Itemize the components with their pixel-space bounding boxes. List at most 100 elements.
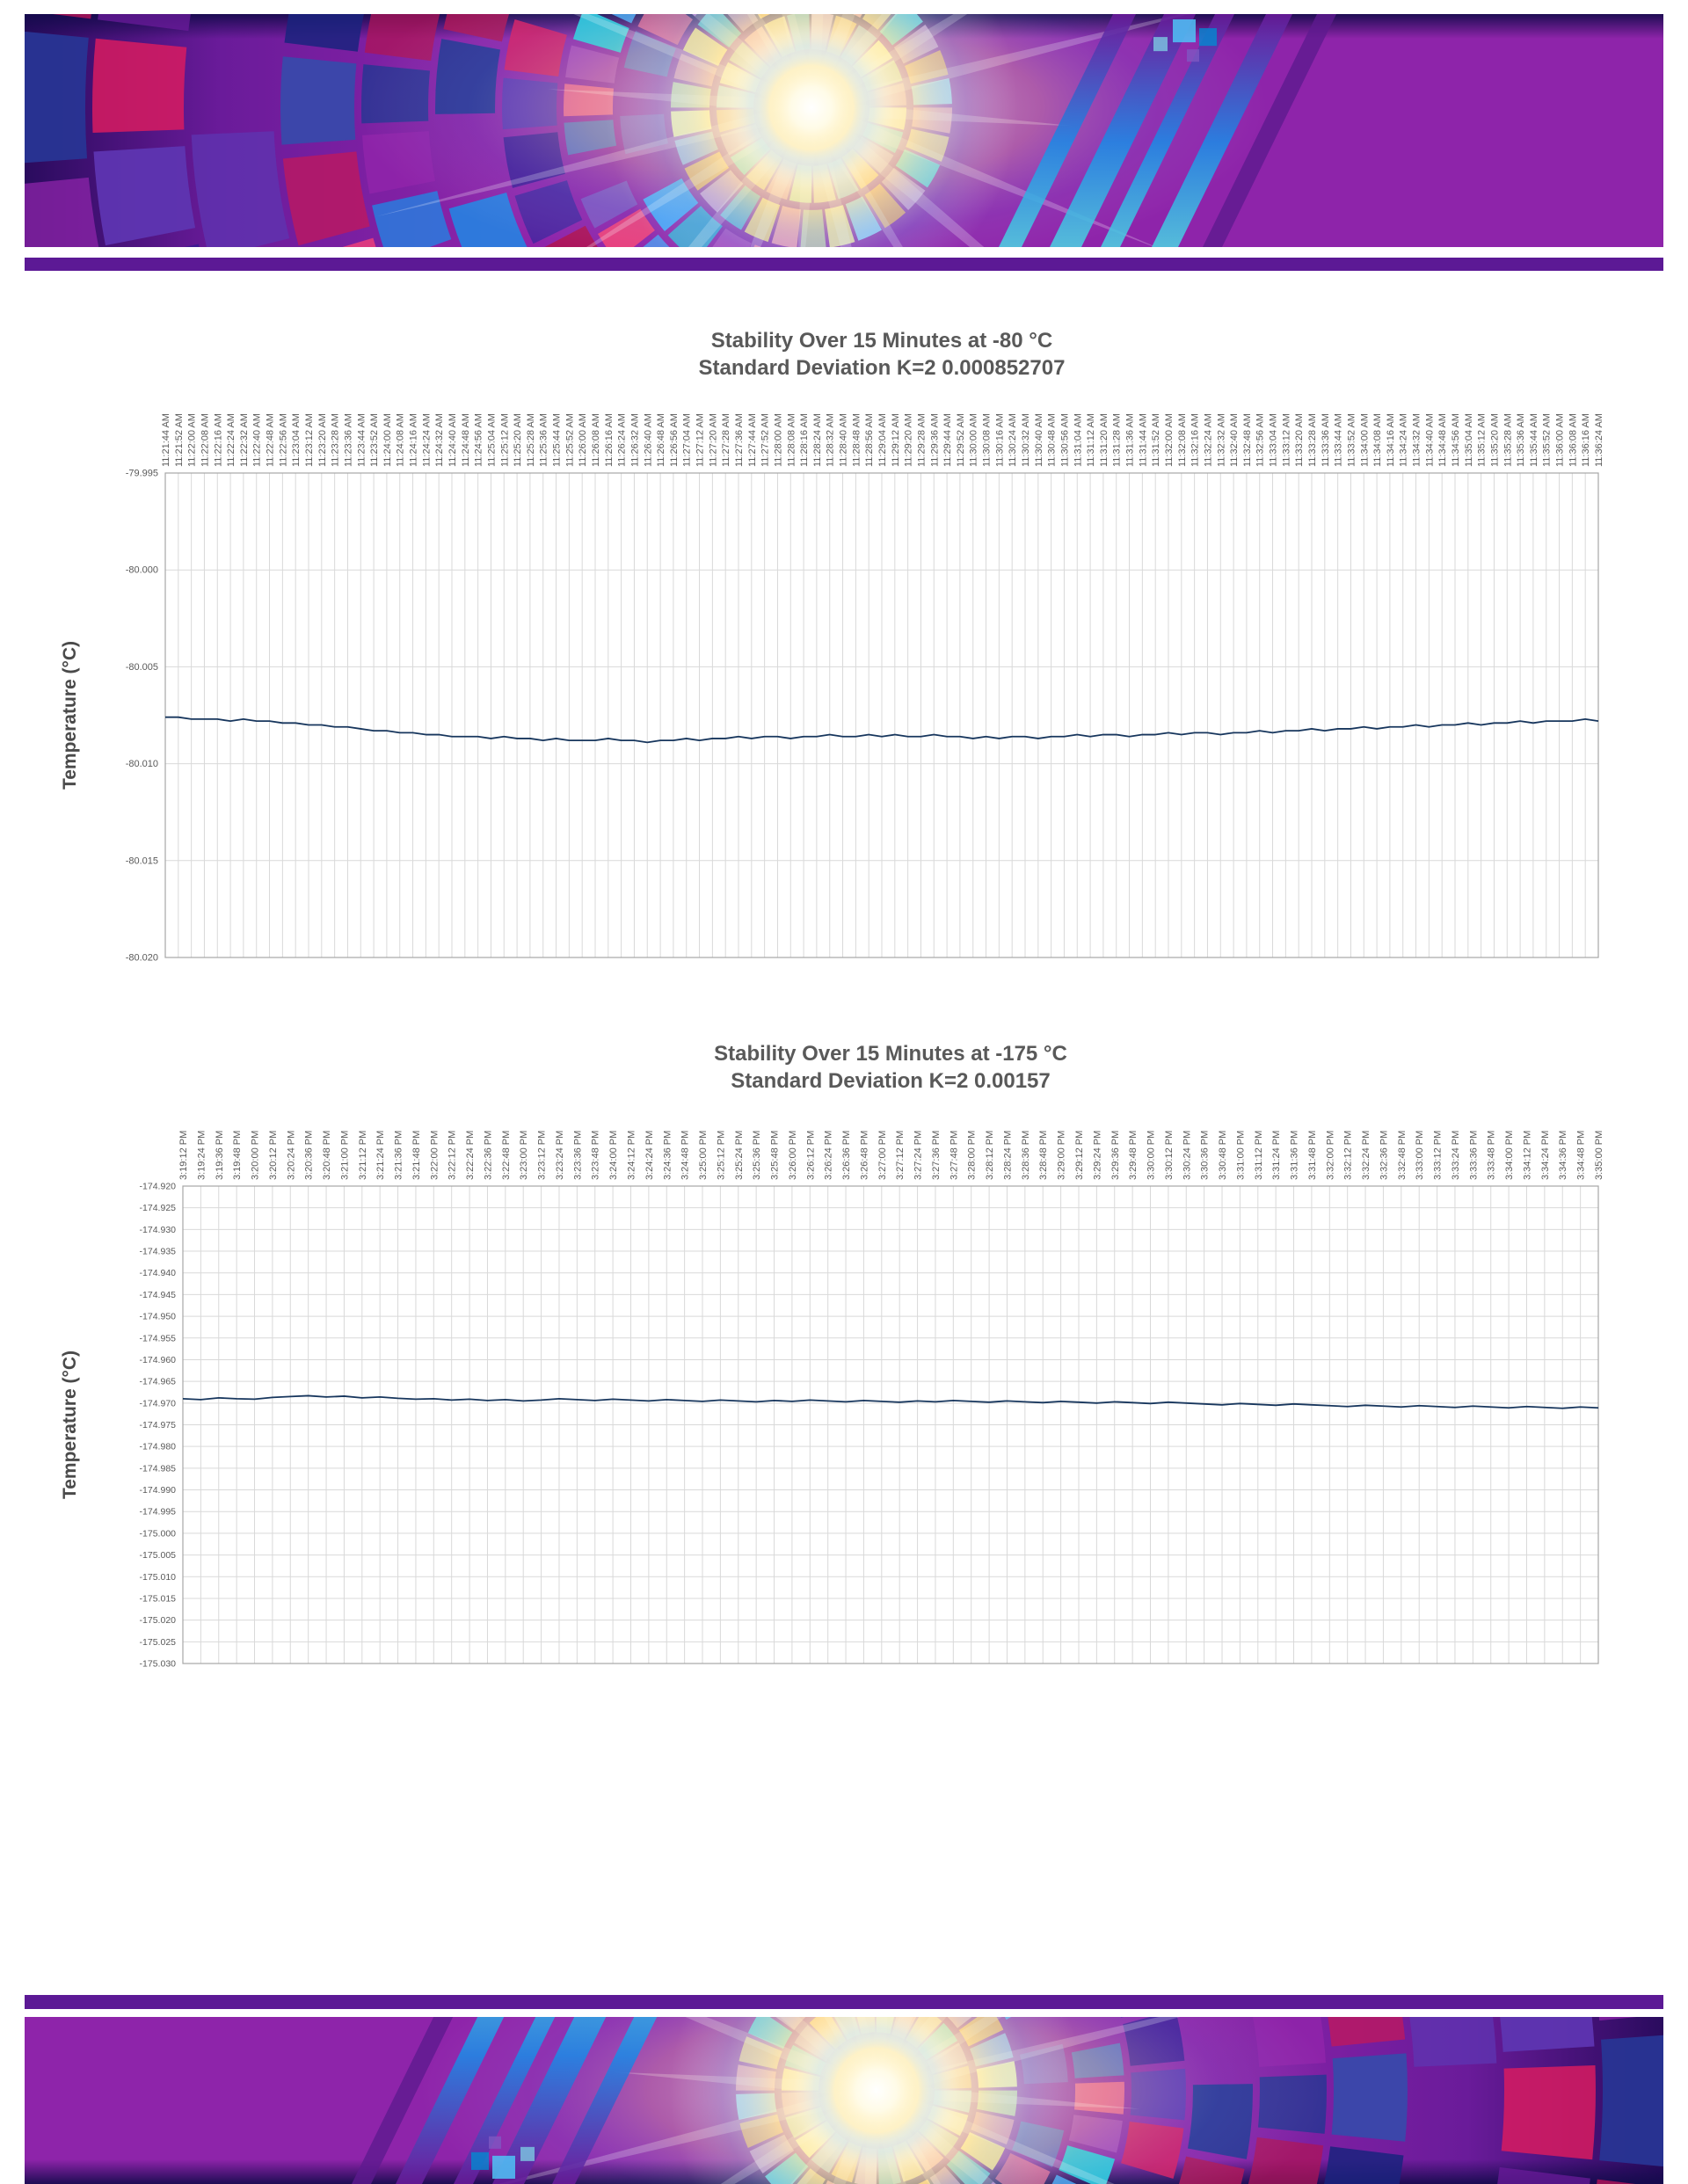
svg-text:3:23:48 PM: 3:23:48 PM xyxy=(591,1131,601,1180)
svg-text:11:27:44 AM: 11:27:44 AM xyxy=(747,413,758,467)
svg-text:-174.950: -174.950 xyxy=(140,1312,177,1322)
x-axis-tick-labels: 11:21:44 AM 11:21:52 AM 11:22:00 AM 11:22:0… xyxy=(161,413,1604,467)
svg-text:3:27:00 PM: 3:27:00 PM xyxy=(877,1131,888,1180)
svg-text:-80.015: -80.015 xyxy=(126,855,158,866)
svg-text:-174.970: -174.970 xyxy=(140,1398,177,1409)
svg-text:11:23:44 AM: 11:23:44 AM xyxy=(356,413,367,467)
svg-text:11:28:24 AM: 11:28:24 AM xyxy=(812,413,823,467)
svg-text:11:22:48 AM: 11:22:48 AM xyxy=(266,413,276,467)
svg-text:11:24:40 AM: 11:24:40 AM xyxy=(447,413,458,467)
gridlines xyxy=(182,1185,1599,1664)
svg-text:11:22:16 AM: 11:22:16 AM xyxy=(213,413,223,467)
svg-text:11:33:44 AM: 11:33:44 AM xyxy=(1334,413,1344,467)
svg-text:11:33:52 AM: 11:33:52 AM xyxy=(1346,413,1357,467)
svg-text:-175.015: -175.015 xyxy=(140,1593,177,1604)
svg-text:3:30:36 PM: 3:30:36 PM xyxy=(1200,1131,1211,1180)
svg-text:11:30:24 AM: 11:30:24 AM xyxy=(1008,413,1018,467)
svg-text:3:32:00 PM: 3:32:00 PM xyxy=(1325,1131,1335,1180)
svg-text:11:24:48 AM: 11:24:48 AM xyxy=(461,413,471,467)
svg-text:11:36:00 AM: 11:36:00 AM xyxy=(1555,413,1566,467)
svg-text:-80.000: -80.000 xyxy=(126,565,158,576)
svg-text:11:31:20 AM: 11:31:20 AM xyxy=(1099,413,1110,467)
svg-text:11:26:00 AM: 11:26:00 AM xyxy=(578,413,588,467)
svg-text:11:36:08 AM: 11:36:08 AM xyxy=(1568,413,1578,467)
svg-text:11:21:44 AM: 11:21:44 AM xyxy=(161,413,171,467)
svg-text:3:30:00 PM: 3:30:00 PM xyxy=(1146,1131,1157,1180)
svg-text:11:23:36 AM: 11:23:36 AM xyxy=(343,413,353,467)
svg-text:3:23:36 PM: 3:23:36 PM xyxy=(572,1131,583,1180)
svg-text:11:35:52 AM: 11:35:52 AM xyxy=(1542,413,1553,467)
plot-border xyxy=(164,472,1599,958)
svg-text:3:26:48 PM: 3:26:48 PM xyxy=(859,1131,869,1180)
svg-text:3:27:48 PM: 3:27:48 PM xyxy=(949,1131,959,1180)
svg-text:11:27:20 AM: 11:27:20 AM xyxy=(708,413,718,467)
svg-text:3:29:00 PM: 3:29:00 PM xyxy=(1057,1131,1067,1180)
svg-text:-174.925: -174.925 xyxy=(140,1203,177,1213)
svg-text:3:19:24 PM: 3:19:24 PM xyxy=(196,1131,207,1180)
svg-text:3:25:12 PM: 3:25:12 PM xyxy=(716,1131,726,1180)
svg-text:11:25:20 AM: 11:25:20 AM xyxy=(513,413,523,467)
svg-text:11:28:32 AM: 11:28:32 AM xyxy=(826,413,836,467)
svg-text:11:35:12 AM: 11:35:12 AM xyxy=(1477,413,1488,467)
svg-text:3:28:24 PM: 3:28:24 PM xyxy=(1002,1131,1013,1180)
svg-text:3:22:36 PM: 3:22:36 PM xyxy=(483,1131,493,1180)
svg-text:-175.030: -175.030 xyxy=(140,1659,177,1670)
chart-subtitle: Standard Deviation K=2 0.00157 xyxy=(731,1069,1051,1093)
svg-text:11:24:32 AM: 11:24:32 AM xyxy=(434,413,445,467)
svg-text:-175.005: -175.005 xyxy=(140,1550,177,1561)
svg-text:3:28:00 PM: 3:28:00 PM xyxy=(967,1131,978,1180)
svg-text:11:29:12 AM: 11:29:12 AM xyxy=(891,413,901,467)
svg-text:11:26:40 AM: 11:26:40 AM xyxy=(643,413,653,467)
svg-text:11:23:20 AM: 11:23:20 AM xyxy=(317,413,328,467)
svg-text:11:28:08 AM: 11:28:08 AM xyxy=(786,413,797,467)
svg-text:3:28:12 PM: 3:28:12 PM xyxy=(985,1131,995,1180)
svg-text:11:26:16 AM: 11:26:16 AM xyxy=(604,413,615,467)
svg-text:11:25:36 AM: 11:25:36 AM xyxy=(539,413,549,467)
svg-text:3:29:12 PM: 3:29:12 PM xyxy=(1074,1131,1085,1180)
svg-text:3:26:24 PM: 3:26:24 PM xyxy=(824,1131,834,1180)
svg-text:3:22:48 PM: 3:22:48 PM xyxy=(501,1131,512,1180)
chart-canvas-0: 11:21:44 AM 11:21:52 AM 11:22:00 AM 11:22:0… xyxy=(60,413,1604,962)
svg-text:3:33:12 PM: 3:33:12 PM xyxy=(1433,1131,1444,1180)
svg-text:11:30:32 AM: 11:30:32 AM xyxy=(1021,413,1031,467)
footer-banner xyxy=(25,2017,1663,2184)
svg-text:11:35:04 AM: 11:35:04 AM xyxy=(1464,413,1474,467)
x-axis-tick-labels: 3:19:12 PM 3:19:24 PM 3:19:36 PM 3:19:48 PM… xyxy=(178,1131,1604,1180)
svg-text:11:31:12 AM: 11:31:12 AM xyxy=(1086,413,1096,467)
svg-text:-175.025: -175.025 xyxy=(140,1637,177,1648)
y-axis-tick-labels: -79.995 -80.000 -80.005 -80.010 -80.015 -80.0… xyxy=(126,469,158,962)
svg-text:3:21:48 PM: 3:21:48 PM xyxy=(411,1131,422,1180)
svg-text:11:31:52 AM: 11:31:52 AM xyxy=(1151,413,1161,467)
svg-text:3:34:48 PM: 3:34:48 PM xyxy=(1576,1131,1587,1180)
svg-text:11:22:00 AM: 11:22:00 AM xyxy=(187,413,198,467)
svg-text:3:24:00 PM: 3:24:00 PM xyxy=(608,1131,619,1180)
svg-text:3:20:36 PM: 3:20:36 PM xyxy=(304,1131,315,1180)
header-banner-art xyxy=(25,14,1663,247)
svg-text:11:29:44 AM: 11:29:44 AM xyxy=(942,413,953,467)
svg-text:11:34:24 AM: 11:34:24 AM xyxy=(1399,413,1409,467)
svg-text:11:30:16 AM: 11:30:16 AM xyxy=(994,413,1005,467)
sun-core xyxy=(793,2017,960,2174)
svg-text:3:20:12 PM: 3:20:12 PM xyxy=(268,1131,279,1180)
svg-text:11:24:00 AM: 11:24:00 AM xyxy=(382,413,393,467)
svg-text:11:25:12 AM: 11:25:12 AM xyxy=(499,413,510,467)
svg-text:3:27:24 PM: 3:27:24 PM xyxy=(913,1131,924,1180)
svg-text:11:28:48 AM: 11:28:48 AM xyxy=(851,413,862,467)
chart-title: Stability Over 15 Minutes at -80 °C xyxy=(710,329,1053,353)
svg-text:-174.995: -174.995 xyxy=(140,1507,177,1518)
svg-text:11:25:04 AM: 11:25:04 AM xyxy=(486,413,497,467)
svg-text:11:23:28 AM: 11:23:28 AM xyxy=(331,413,341,467)
svg-text:3:31:00 PM: 3:31:00 PM xyxy=(1235,1131,1246,1180)
svg-text:11:32:48 AM: 11:32:48 AM xyxy=(1242,413,1253,467)
svg-text:-174.935: -174.935 xyxy=(140,1247,177,1257)
svg-text:-80.010: -80.010 xyxy=(126,759,158,769)
svg-text:-80.005: -80.005 xyxy=(126,662,158,673)
svg-text:3:33:48 PM: 3:33:48 PM xyxy=(1487,1131,1497,1180)
svg-text:3:20:24 PM: 3:20:24 PM xyxy=(286,1131,296,1180)
svg-text:11:25:52 AM: 11:25:52 AM xyxy=(564,413,575,467)
svg-text:3:29:48 PM: 3:29:48 PM xyxy=(1128,1131,1139,1180)
svg-text:11:23:52 AM: 11:23:52 AM xyxy=(369,413,380,467)
svg-text:11:22:08 AM: 11:22:08 AM xyxy=(200,413,210,467)
svg-text:3:24:36 PM: 3:24:36 PM xyxy=(662,1131,673,1180)
